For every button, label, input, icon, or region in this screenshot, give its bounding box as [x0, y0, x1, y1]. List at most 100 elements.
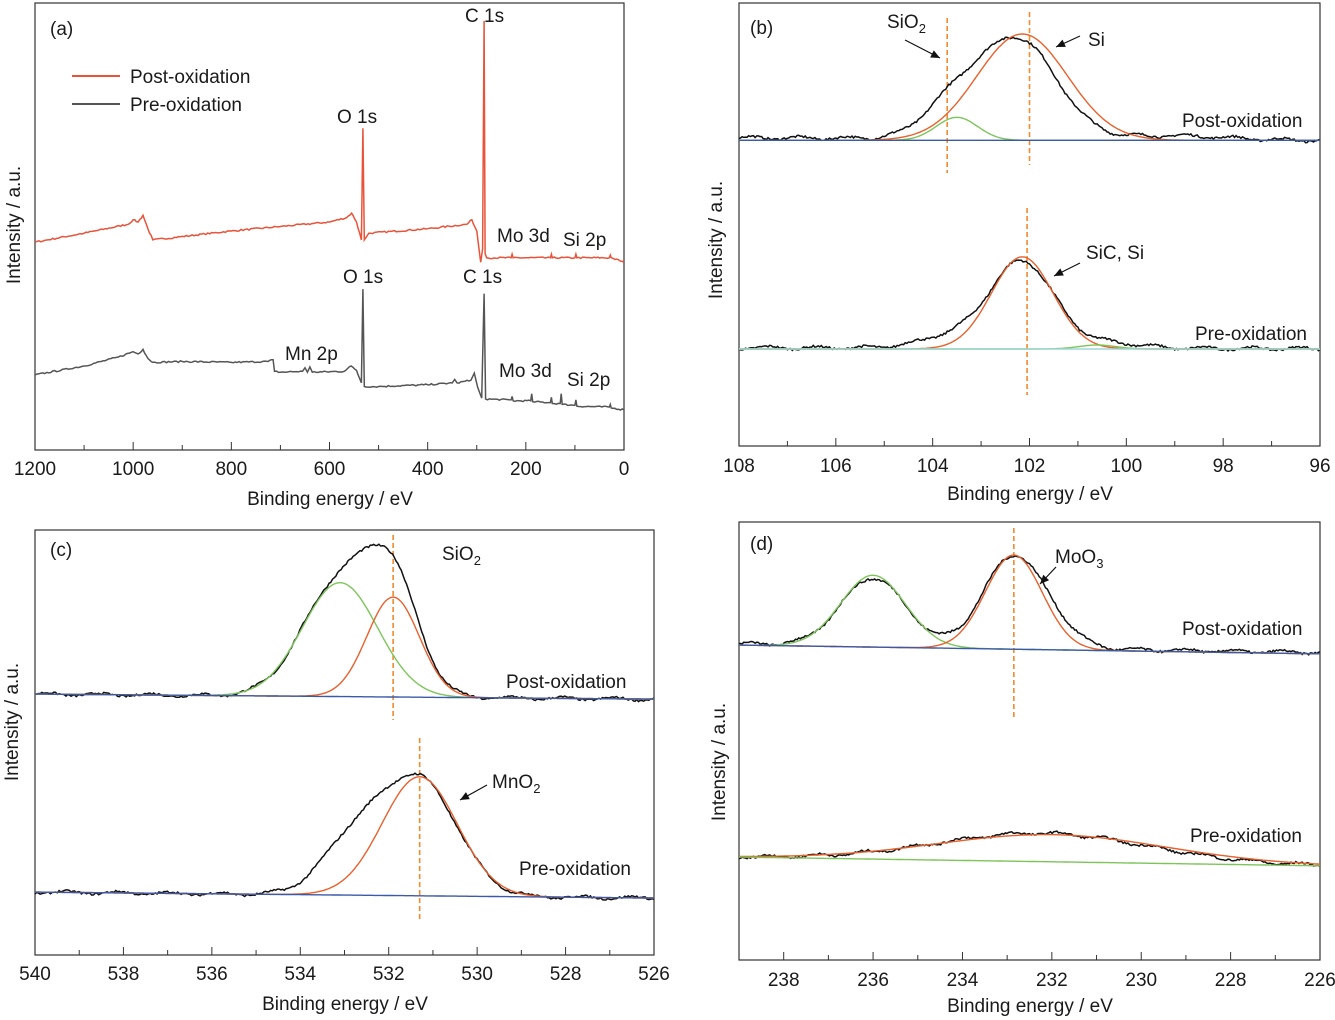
annotation-label: MoO3 [1055, 547, 1103, 571]
series-post-oxidation-background [739, 644, 1320, 655]
series-post-oxidation-raw [739, 555, 1321, 656]
x-tick-label: 236 [857, 970, 889, 991]
annotation-label: C 1s [463, 267, 502, 288]
annotation-label: Pre-oxidation [1190, 826, 1302, 847]
annotation-label: Si 2p [567, 370, 610, 391]
annotation-text: (a) [50, 19, 73, 40]
series-pre-oxidation-raw [34, 772, 655, 901]
annotation-text: (d) [750, 534, 773, 555]
annotation-text: Pre-oxidation [1195, 324, 1307, 345]
annotation-label: C 1s [465, 6, 504, 27]
x-axis-label: Binding energy / eV [947, 484, 1113, 505]
annotation-label: Post-oxidation [506, 672, 626, 693]
x-tick-label: 1200 [14, 459, 56, 480]
annotation-text: Mo 3d [499, 361, 552, 382]
annotation-text: Pre-oxidation [1190, 826, 1302, 847]
annotation-text: O 1s [343, 267, 383, 288]
panel-b: 108 106 104 102 100 98 96 Binding energy / eV In… [706, 2, 1331, 505]
x-tick-label: 400 [412, 459, 444, 480]
annotation-label: Si [1088, 30, 1105, 51]
annotation-label: (b) [750, 18, 773, 39]
x-tick-label: 528 [550, 964, 582, 985]
x-tick-label: 530 [461, 964, 493, 985]
annotation-label: (c) [50, 540, 72, 561]
annotation-label: (a) [50, 19, 73, 40]
x-tick-label: 226 [1304, 970, 1335, 991]
y-axis-label: Intensity / a.u. [2, 663, 23, 781]
annotation-subscript: 2 [919, 21, 926, 36]
x-tick-label: 0 [619, 459, 630, 480]
x-tick-label: 238 [768, 970, 800, 991]
annotation-text: Post-oxidation [1182, 111, 1302, 132]
annotation-text: SiC, Si [1086, 243, 1144, 264]
x-tick-label: 232 [1036, 970, 1068, 991]
annotation-label: Post-oxidation [1182, 619, 1302, 640]
x-tick-label: 96 [1309, 456, 1330, 477]
annotation-text: O 1s [337, 107, 377, 128]
panel-c: 540 538 536 534 532 530 528 526 Binding energy /… [2, 529, 670, 1015]
series-post-oxidation-background [34, 693, 654, 700]
series-pre-oxidation [34, 289, 625, 411]
series-pre-oxidation-raw [738, 830, 1321, 868]
annotation-text: Si [1088, 30, 1105, 51]
annotation-label: Mo 3d [499, 361, 552, 382]
legend-label: Pre-oxidation [130, 95, 242, 116]
x-tick-label: 108 [723, 456, 755, 477]
annotation-label: MnO2 [492, 772, 540, 796]
x-axis-label: Binding energy / eV [947, 996, 1113, 1017]
x-tick-label: 540 [19, 964, 51, 985]
annotation-label: Post-oxidation [1182, 111, 1302, 132]
x-axis-label: Binding energy / eV [262, 994, 428, 1015]
x-tick-label: 526 [638, 964, 670, 985]
x-tick-label: 600 [314, 459, 346, 480]
series-post-oxidation-fit-1 [739, 574, 1320, 655]
plot-frame [738, 521, 1321, 961]
x-tick-label: 538 [108, 964, 140, 985]
annotation-subscript: 2 [533, 781, 540, 796]
series-pre-oxidation-fit [739, 833, 1320, 865]
annotation-label: SiO2 [442, 544, 481, 568]
annotation-text: MnO [492, 772, 533, 793]
x-tick-label: 1000 [112, 459, 154, 480]
annotation-label: Pre-oxidation [519, 859, 631, 880]
annotation-label: Mn 2p [285, 344, 338, 365]
x-tick-label: 234 [947, 970, 979, 991]
series-pre-oxidation-background [739, 856, 1320, 867]
x-tick-label: 230 [1125, 970, 1157, 991]
arrow-head-icon [1040, 574, 1050, 584]
annotation-label: Pre-oxidation [1195, 324, 1307, 345]
panel-a: 1200 1000 800 600 400 200 0 Binding energy / eV… [4, 2, 630, 510]
y-axis-label: Intensity / a.u. [706, 181, 727, 299]
x-axis-label: Binding energy / eV [247, 489, 413, 510]
annotation-text: Si 2p [563, 230, 606, 251]
series-post-oxidation [34, 20, 625, 263]
annotation-label: SiO2 [887, 12, 926, 36]
x-tick-label: 200 [510, 459, 542, 480]
x-tick-label: 98 [1213, 456, 1234, 477]
annotation-text: SiO [887, 12, 919, 33]
arrow-head-icon [460, 792, 470, 800]
annotation-label: O 1s [343, 267, 383, 288]
arrow-head-icon [1054, 268, 1064, 276]
x-tick-label: 800 [215, 459, 247, 480]
annotation-text: Pre-oxidation [519, 859, 631, 880]
x-tick-label: 228 [1215, 970, 1247, 991]
series-pre-oxidation-background [35, 891, 654, 899]
series-post-oxidation-raw [738, 36, 1321, 144]
annotation-subscript: 3 [1096, 556, 1103, 571]
annotation-label: Si 2p [563, 230, 606, 251]
x-tick-label: 534 [284, 964, 316, 985]
annotation-label: Mo 3d [497, 226, 550, 247]
annotation-text: C 1s [465, 6, 504, 27]
annotation-label: O 1s [337, 107, 377, 128]
annotation-text: (c) [50, 540, 72, 561]
arrow-head-icon [1056, 39, 1066, 47]
panel-d: 238 236 234 232 230 228 226 Binding energy / eV… [709, 521, 1335, 1017]
y-axis-label: Intensity / a.u. [709, 703, 730, 821]
annotation-text: Si 2p [567, 370, 610, 391]
x-tick-label: 104 [917, 456, 949, 477]
x-tick-label: 102 [1014, 456, 1046, 477]
arrow-head-icon [930, 50, 940, 58]
legend-label: Post-oxidation [130, 67, 250, 88]
